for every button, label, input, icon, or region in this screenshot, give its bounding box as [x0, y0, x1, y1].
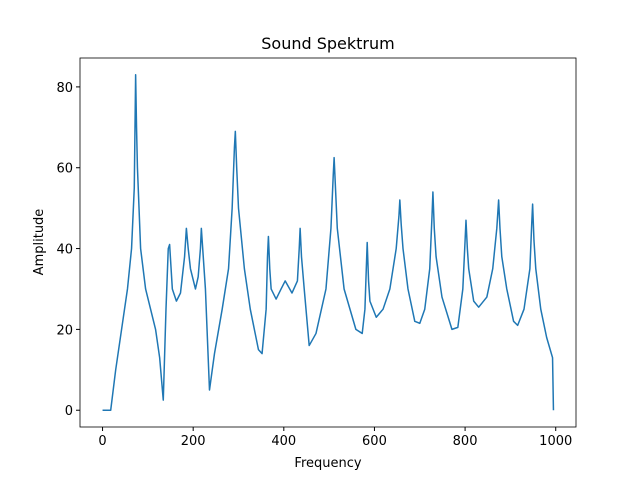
plot-frame — [79, 57, 577, 428]
x-tick-label: 0 — [98, 434, 106, 449]
y-tick-label: 40 — [56, 243, 73, 258]
y-tick-label: 80 — [56, 81, 73, 96]
x-tick-label: 400 — [271, 434, 296, 449]
y-tick-label: 60 — [56, 162, 73, 177]
y-tick-label: 20 — [56, 323, 73, 338]
x-tick-label: 800 — [453, 434, 478, 449]
x-tick-label: 200 — [181, 434, 206, 449]
line-series — [102, 74, 555, 411]
chart-title: Sound Spektrum — [261, 34, 394, 53]
x-axis-label: Frequency — [294, 456, 361, 471]
y-axis-label: Amplitude — [32, 209, 47, 276]
x-tick-label: 600 — [362, 434, 387, 449]
x-tick-label: 1000 — [539, 434, 572, 449]
y-tick-label: 0 — [65, 404, 73, 419]
